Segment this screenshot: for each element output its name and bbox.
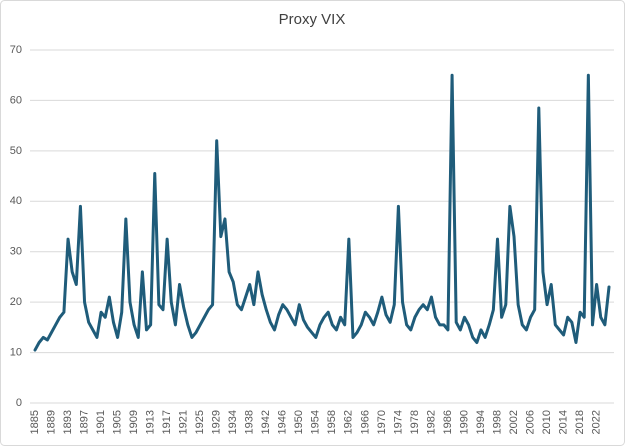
y-tick-label: 0 xyxy=(16,397,22,409)
x-tick-label: 1946 xyxy=(277,410,289,434)
y-tick-label: 70 xyxy=(10,44,22,56)
x-tick-label: 1917 xyxy=(161,410,173,434)
x-tick-label: 1942 xyxy=(260,410,272,434)
x-tick-label: 1998 xyxy=(491,410,503,434)
x-tick-label: 1885 xyxy=(29,410,41,434)
x-tick-label: 1889 xyxy=(45,410,57,434)
x-tick-label: 2014 xyxy=(557,410,569,434)
x-tick-label: 2010 xyxy=(541,410,553,434)
x-tick-label: 1958 xyxy=(326,410,338,434)
x-tick-label: 2022 xyxy=(591,410,603,434)
x-tick-label: 2018 xyxy=(574,410,586,434)
y-tick-label: 50 xyxy=(10,145,22,157)
x-tick-label: 1921 xyxy=(178,410,190,434)
x-tick-label: 1962 xyxy=(343,410,355,434)
x-tick-label: 1938 xyxy=(244,410,256,434)
x-tick-label: 1897 xyxy=(78,410,90,434)
x-tick-label: 1905 xyxy=(111,410,123,434)
x-tick-label: 1994 xyxy=(475,410,487,434)
y-tick-label: 30 xyxy=(10,246,22,258)
x-tick-label: 1954 xyxy=(310,410,322,434)
x-tick-label: 1990 xyxy=(458,410,470,434)
data-line xyxy=(33,73,611,352)
x-tick-label: 1929 xyxy=(211,410,223,434)
x-tick-label: 1970 xyxy=(376,410,388,434)
y-tick-label: 10 xyxy=(10,346,22,358)
x-tick-label: 1893 xyxy=(62,410,74,434)
chart-title: Proxy VIX xyxy=(279,11,346,28)
x-tick-label: 1986 xyxy=(442,410,454,434)
y-tick-label: 20 xyxy=(10,296,22,308)
x-tick-label: 1978 xyxy=(409,410,421,434)
x-tick-label: 1966 xyxy=(359,410,371,434)
x-tick-label: 1950 xyxy=(293,410,305,434)
x-tick-label: 1925 xyxy=(194,410,206,434)
x-tick-label: 1909 xyxy=(128,410,140,434)
x-tick-label: 1934 xyxy=(227,410,239,434)
x-tick-label: 2002 xyxy=(508,410,520,434)
x-tick-label: 2006 xyxy=(524,410,536,434)
x-tick-label: 1982 xyxy=(425,410,437,434)
x-tick-label: 1974 xyxy=(392,410,404,434)
x-tick-label: 1901 xyxy=(95,410,107,434)
y-tick-label: 40 xyxy=(10,195,22,207)
x-tick-label: 1913 xyxy=(145,410,157,434)
y-tick-label: 60 xyxy=(10,94,22,106)
